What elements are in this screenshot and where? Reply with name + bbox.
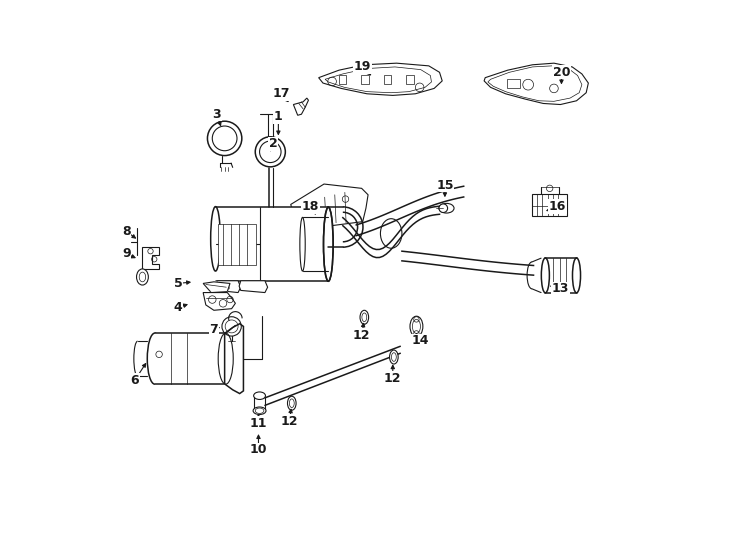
Polygon shape [142, 247, 159, 269]
Text: 17: 17 [272, 87, 290, 100]
Polygon shape [155, 333, 226, 384]
Bar [384, 75, 391, 84]
Text: 11: 11 [250, 416, 267, 430]
Polygon shape [545, 258, 576, 293]
Text: 3: 3 [212, 107, 221, 121]
Polygon shape [203, 293, 236, 310]
Text: 9: 9 [122, 247, 131, 260]
Ellipse shape [148, 333, 162, 384]
Ellipse shape [410, 316, 423, 336]
Text: 19: 19 [354, 60, 371, 73]
Text: 20: 20 [553, 66, 570, 79]
Bar [218, 224, 256, 265]
Ellipse shape [211, 207, 220, 271]
Polygon shape [203, 282, 230, 293]
Text: 10: 10 [250, 443, 267, 456]
Polygon shape [294, 98, 308, 115]
Text: 12: 12 [384, 372, 401, 385]
Bar [506, 79, 520, 89]
Text: 13: 13 [552, 282, 569, 295]
Text: 14: 14 [412, 334, 429, 347]
Text: 6: 6 [131, 374, 139, 387]
Ellipse shape [390, 350, 398, 364]
Ellipse shape [288, 396, 296, 410]
Bar [361, 75, 368, 84]
Text: 5: 5 [173, 277, 182, 290]
Polygon shape [319, 63, 442, 96]
Text: 1: 1 [274, 110, 283, 124]
Text: 18: 18 [302, 200, 319, 213]
Ellipse shape [439, 204, 454, 213]
Text: 7: 7 [209, 322, 218, 335]
Polygon shape [216, 281, 241, 293]
Text: 8: 8 [122, 225, 131, 238]
Text: 12: 12 [280, 415, 298, 428]
Text: 16: 16 [549, 200, 567, 213]
Bar [338, 75, 346, 84]
Polygon shape [484, 63, 589, 105]
Polygon shape [225, 323, 244, 394]
Polygon shape [239, 281, 268, 293]
Text: 4: 4 [173, 301, 182, 314]
Polygon shape [216, 207, 328, 281]
Text: 15: 15 [436, 179, 454, 192]
Ellipse shape [254, 392, 266, 400]
Circle shape [439, 204, 448, 213]
Text: 2: 2 [269, 137, 277, 150]
Ellipse shape [324, 207, 333, 281]
Bar [532, 194, 567, 217]
Ellipse shape [253, 407, 266, 415]
Polygon shape [291, 184, 368, 226]
Bar [406, 75, 414, 84]
Text: 12: 12 [353, 329, 371, 342]
Ellipse shape [542, 258, 549, 293]
Ellipse shape [360, 310, 368, 324]
Ellipse shape [137, 269, 148, 285]
